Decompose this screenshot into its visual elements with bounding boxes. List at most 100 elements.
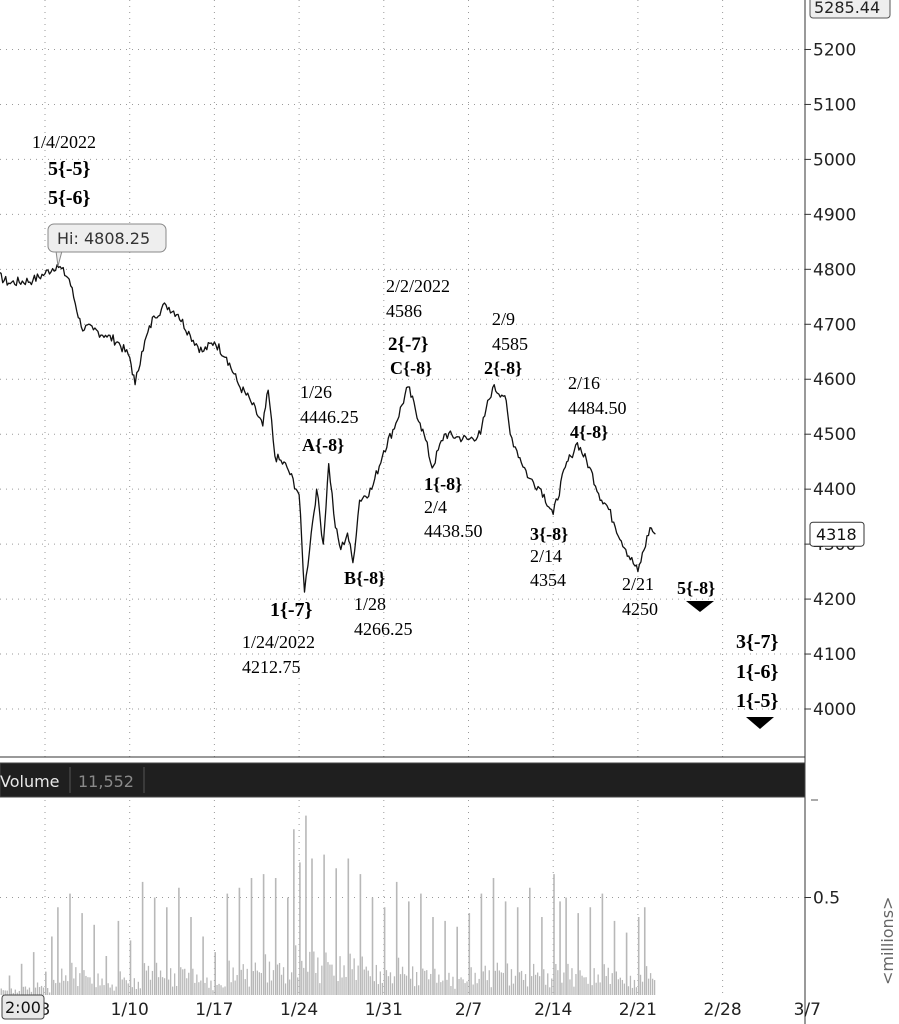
volume-bar xyxy=(91,983,93,995)
volume-tick-label: 0.5 xyxy=(813,889,840,909)
volume-bar xyxy=(569,979,571,995)
annotation-wave-C8: C{-8} xyxy=(390,358,432,378)
volume-bar xyxy=(349,953,351,995)
volume-bar xyxy=(410,978,412,995)
volume-bar xyxy=(649,973,652,995)
volume-bar xyxy=(573,986,575,995)
volume-bar xyxy=(81,913,83,995)
volume-bar xyxy=(599,982,601,995)
volume-bar xyxy=(161,977,164,995)
volume-bar xyxy=(420,893,422,995)
volume-bar xyxy=(289,979,291,995)
volume-bar xyxy=(623,983,625,995)
volume-bar xyxy=(303,967,305,995)
volume-panel-value: 11,552 xyxy=(78,772,134,791)
volume-bar xyxy=(369,976,371,995)
volume-bar xyxy=(224,986,226,995)
volume-bar xyxy=(242,964,244,995)
annotation-date-0221: 2/21 xyxy=(622,574,654,594)
volume-bar xyxy=(490,987,492,995)
volume-bar xyxy=(65,975,67,995)
volume-bar xyxy=(192,968,194,995)
volume-bar xyxy=(18,990,20,995)
price-tick-label: 5000 xyxy=(813,150,856,170)
volume-bar xyxy=(208,987,210,995)
annotation-price-0204: 4438.50 xyxy=(424,521,483,541)
volume-bar xyxy=(486,980,488,995)
volume-bar xyxy=(111,984,113,995)
volume-bar xyxy=(12,992,14,995)
volume-bar xyxy=(69,893,71,995)
volume-bar xyxy=(456,926,458,995)
volume-bar xyxy=(603,964,605,995)
volume-bar xyxy=(20,963,23,995)
volume-bar xyxy=(518,972,521,995)
volume-bar xyxy=(476,983,478,995)
volume-bar xyxy=(4,990,6,995)
volume-bar xyxy=(75,967,77,995)
volume-bar xyxy=(379,971,381,995)
volume-bar xyxy=(355,979,357,995)
volume-bar xyxy=(133,978,135,995)
volume-bar xyxy=(99,985,101,995)
annotation-date-0124: 1/24/2022 xyxy=(242,632,315,652)
volume-bar xyxy=(325,952,327,995)
volume-bar xyxy=(147,965,150,995)
volume-bar xyxy=(174,973,176,995)
volume-bar xyxy=(426,970,428,995)
volume-bar xyxy=(391,983,394,995)
volume-bar xyxy=(339,956,341,995)
time-tick-label: 1/10 xyxy=(111,1000,149,1020)
volume-bar xyxy=(635,987,638,995)
volume-bar xyxy=(617,979,619,995)
volume-bar xyxy=(268,961,271,995)
volume-bar xyxy=(83,970,85,995)
annotation-date-0216: 2/16 xyxy=(568,373,600,393)
price-tick-label: 4900 xyxy=(813,205,856,225)
volume-bar xyxy=(256,970,258,995)
volume-bar xyxy=(430,973,432,995)
volume-bar xyxy=(557,970,559,995)
volume-bar xyxy=(510,969,513,995)
volume-bar xyxy=(248,986,250,995)
volume-bar xyxy=(452,976,454,995)
time-tag: 2:00 xyxy=(1,994,45,1020)
volume-bar xyxy=(121,979,123,995)
top-price-tag-box xyxy=(809,0,891,19)
volume-bar xyxy=(55,983,57,995)
volume-bar xyxy=(180,967,182,995)
volume-bar xyxy=(159,970,162,995)
volume-bar xyxy=(462,979,464,995)
price-tick-label: 5200 xyxy=(813,40,856,60)
annotation-wave-5-8: 5{-8} xyxy=(677,578,715,598)
volume-bar xyxy=(151,970,154,995)
volume-bar xyxy=(93,924,95,995)
volume-bar xyxy=(567,963,569,995)
volume-bar xyxy=(32,952,35,995)
volume-bar xyxy=(351,969,353,995)
volume-bar xyxy=(643,907,646,995)
volume-bar xyxy=(478,978,480,995)
volume-bar xyxy=(583,977,585,995)
volume-bar xyxy=(216,984,218,995)
volume-bar xyxy=(333,975,335,995)
annotation-wave-3-7: 3{-7} xyxy=(736,631,779,653)
volume-bar xyxy=(22,986,25,995)
volume-bar xyxy=(555,964,557,995)
volume-bar xyxy=(319,983,321,995)
volume-bar xyxy=(266,982,269,995)
annotation-date-0214: 2/14 xyxy=(530,546,562,566)
volume-bar xyxy=(287,897,289,995)
volume-bar xyxy=(212,990,214,995)
volume-bar xyxy=(405,975,408,995)
volume-bar xyxy=(381,982,383,995)
volume-panel-header[interactable]: Volume 11,552 xyxy=(0,762,806,798)
price-tick-label: 5100 xyxy=(813,95,856,115)
volume-bar xyxy=(502,972,504,995)
volume-bar xyxy=(363,969,365,995)
time-tick-label: 2/14 xyxy=(534,1000,572,1020)
price-grid xyxy=(0,0,805,757)
volume-bar xyxy=(633,979,636,995)
volume-bar xyxy=(163,978,166,995)
